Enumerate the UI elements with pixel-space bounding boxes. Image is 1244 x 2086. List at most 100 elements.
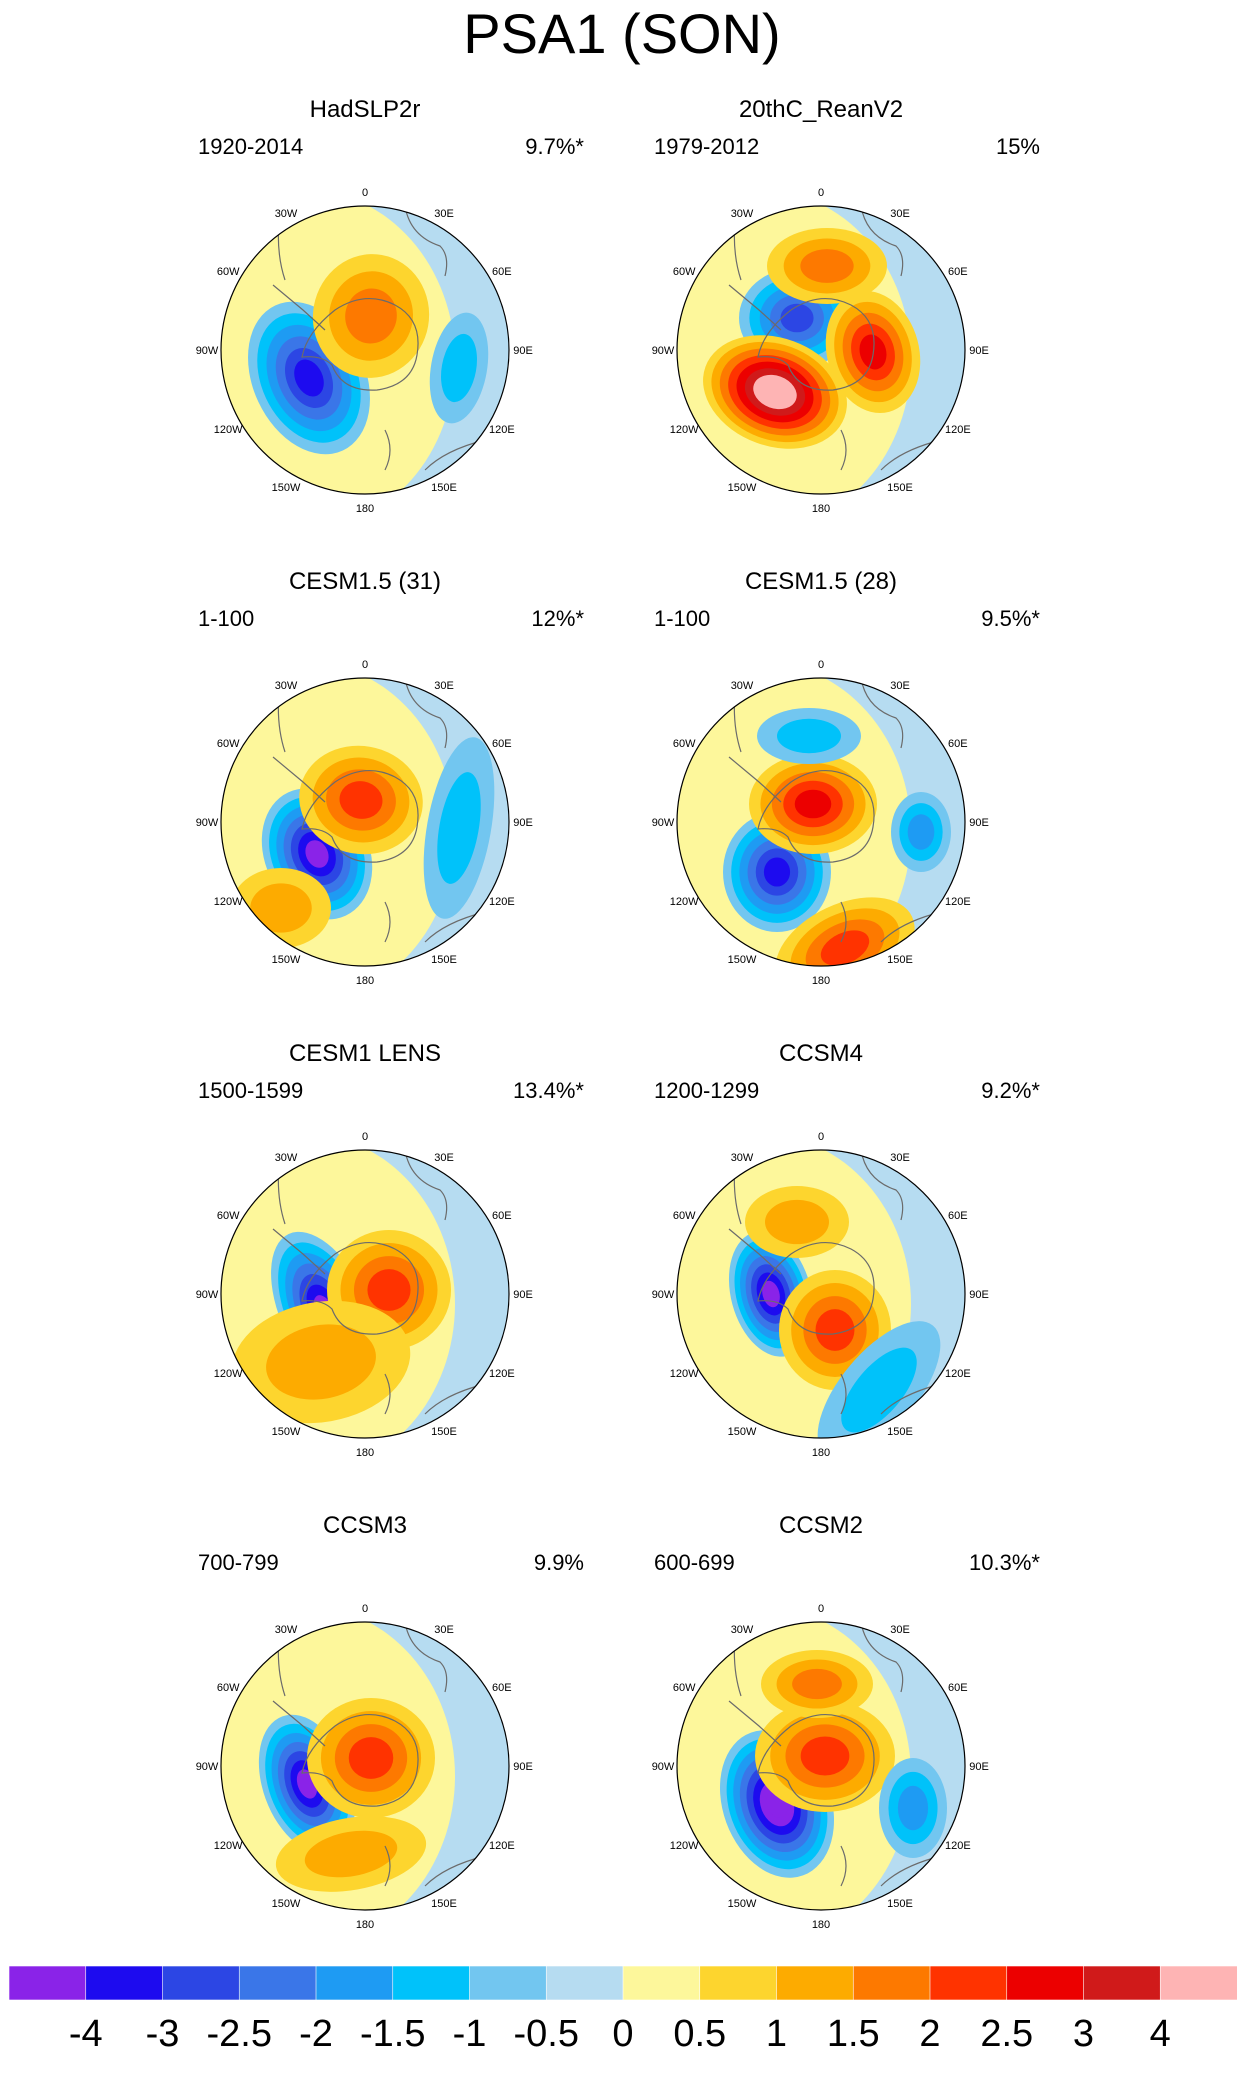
longitude-label: 60E xyxy=(492,266,512,278)
longitude-label: 150W xyxy=(728,482,757,494)
africa-coastline xyxy=(860,1622,904,1693)
colorbar-tick-label: -2.5 xyxy=(206,2013,272,2055)
colorbar-swatch xyxy=(315,1966,394,2000)
longitude-label: 30W xyxy=(731,680,754,692)
negative-anomaly xyxy=(437,772,481,884)
negative-anomaly xyxy=(780,303,814,333)
longitude-label: 60W xyxy=(673,738,696,750)
colorbar-swatch xyxy=(699,1966,778,2000)
negative-anomaly xyxy=(763,857,791,887)
longitude-label: 120W xyxy=(214,896,243,908)
longitude-label: 60W xyxy=(217,738,240,750)
map-panel-ccsm2: CCSM2 600-699 10.3%* 0 30E 60E 90E 120E 150E 1… xyxy=(592,1512,1050,1982)
antarctica-coastline xyxy=(301,1713,419,1807)
longitude-label: 90E xyxy=(969,817,989,829)
colorbar-swatch xyxy=(469,1966,548,2000)
map-panel-cesm1-lens: CESM1 LENS 1500-1599 13.4%* 0 30E 60E 90E 12… xyxy=(136,1040,594,1510)
longitude-label: 150E xyxy=(431,954,457,966)
panel-title: CESM1.5 (28) xyxy=(744,568,898,595)
africa-coastline xyxy=(860,1150,904,1221)
positive-anomaly xyxy=(761,381,789,403)
colorbar-labels: -4 -3 -2.5 -2 -1.5 -1 -0.5 0 0.5 1 1.5 2 2.5 3 4 xyxy=(0,2010,1244,2070)
colorbar-tick-label: 1.5 xyxy=(826,2013,880,2055)
africa-coastline xyxy=(404,1150,448,1221)
longitude-label: 90W xyxy=(652,345,675,357)
map-border xyxy=(220,677,510,967)
colorbar-tick-label: -1 xyxy=(452,2013,487,2055)
map-panel-ccsm3: CCSM3 700-799 9.9% 0 30E 60E 90E 120E 150E 180… xyxy=(136,1512,594,1982)
map-panel-20thc-reanv2: 20thC_ReanV2 1979-2012 15% 0 30E 60E 90E 120… xyxy=(592,96,1050,566)
polar-map: 0 30E 60E 90E 120E 150E 180 150W 120W 90W 60W 30W xyxy=(196,659,533,987)
longitude-label: 120E xyxy=(945,424,971,436)
colorbar-tick-label: -2 xyxy=(299,2013,333,2055)
panel-period: 1-100 xyxy=(198,606,255,631)
longitude-label: 180 xyxy=(356,1919,374,1931)
longitude-label: 60W xyxy=(217,1210,240,1222)
longitude-label: 90E xyxy=(969,1289,989,1301)
positive-anomaly xyxy=(339,781,383,819)
longitude-label: 180 xyxy=(356,1447,374,1459)
longitude-label: 90W xyxy=(652,1761,675,1773)
longitude-label: 60E xyxy=(948,1682,968,1694)
polar-map: 0 30E 60E 90E 120E 150E 180 150W 120W 90W 60W 30W xyxy=(652,659,989,987)
panel-title: CESM1.5 (31) xyxy=(288,568,442,595)
colorbar-tick-label: 1 xyxy=(765,2013,788,2055)
colorbar-tick-label: -4 xyxy=(68,2013,103,2055)
longitude-label: 150W xyxy=(728,1898,757,1910)
longitude-label: 30E xyxy=(890,1624,910,1636)
polar-map: 0 30E 60E 90E 120E 150E 180 150W 120W 90W 60W 30W xyxy=(652,1131,989,1459)
longitude-label: 30E xyxy=(890,208,910,220)
panel-period: 1200-1299 xyxy=(654,1078,760,1103)
panel-period: 600-699 xyxy=(654,1550,735,1575)
longitude-label: 150E xyxy=(887,1898,913,1910)
antarctica-coastline xyxy=(757,769,875,863)
africa-coastline xyxy=(860,206,904,277)
longitude-label: 60E xyxy=(492,1682,512,1694)
map-border xyxy=(676,1149,966,1439)
longitude-label: 30W xyxy=(731,1624,754,1636)
longitude-label: 180 xyxy=(356,503,374,515)
longitude-label: 150W xyxy=(272,1426,301,1438)
longitude-label: 150E xyxy=(887,1426,913,1438)
longitude-label: 180 xyxy=(812,503,830,515)
negative-anomaly xyxy=(777,718,841,754)
panel-period: 1979-2012 xyxy=(654,134,760,159)
longitude-label: 30W xyxy=(731,1152,754,1164)
positive-anomaly xyxy=(367,1269,411,1311)
longitude-label: 30W xyxy=(275,1152,298,1164)
longitude-label: 60W xyxy=(673,266,696,278)
longitude-label: 90E xyxy=(969,1761,989,1773)
panel-variance: 9.7%* xyxy=(525,134,584,159)
longitude-label: 30E xyxy=(434,1152,454,1164)
africa-coastline xyxy=(404,678,448,749)
longitude-label: 90W xyxy=(196,1289,219,1301)
longitude-label: 150W xyxy=(728,954,757,966)
longitude-label: 90W xyxy=(196,1761,219,1773)
panel-title: CCSM4 xyxy=(778,1040,863,1067)
longitude-label: 60W xyxy=(217,1682,240,1694)
longitude-label: 120E xyxy=(489,1840,515,1852)
longitude-label: 150E xyxy=(887,954,913,966)
antarctica-coastline xyxy=(301,297,419,391)
longitude-label: 0 xyxy=(818,659,824,671)
anomaly-field xyxy=(677,1622,965,1910)
map-panel-cesm15-31: CESM1.5 (31) 1-100 12%* 0 30E 60E 90E 120E 15… xyxy=(136,568,594,1038)
negative-anomaly xyxy=(841,1347,917,1433)
longitude-label: 30E xyxy=(434,1624,454,1636)
colorbar-swatch xyxy=(162,1966,241,2000)
longitude-label: 90W xyxy=(196,817,219,829)
negative-anomaly xyxy=(441,333,477,403)
longitude-label: 60E xyxy=(948,266,968,278)
antarctica-coastline xyxy=(301,1241,419,1335)
africa-coastline xyxy=(404,206,448,277)
positive-anomaly xyxy=(815,1309,855,1351)
longitude-label: 0 xyxy=(818,187,824,199)
longitude-label: 0 xyxy=(818,1603,824,1615)
longitude-label: 30W xyxy=(275,1624,298,1636)
positive-anomaly xyxy=(794,789,832,819)
longitude-label: 90W xyxy=(196,345,219,357)
longitude-label: 30E xyxy=(434,208,454,220)
colorbar-swatch xyxy=(852,1966,931,2000)
antarctica-coastline xyxy=(757,297,875,391)
colorbar-tick-label: 3 xyxy=(1072,2013,1095,2055)
